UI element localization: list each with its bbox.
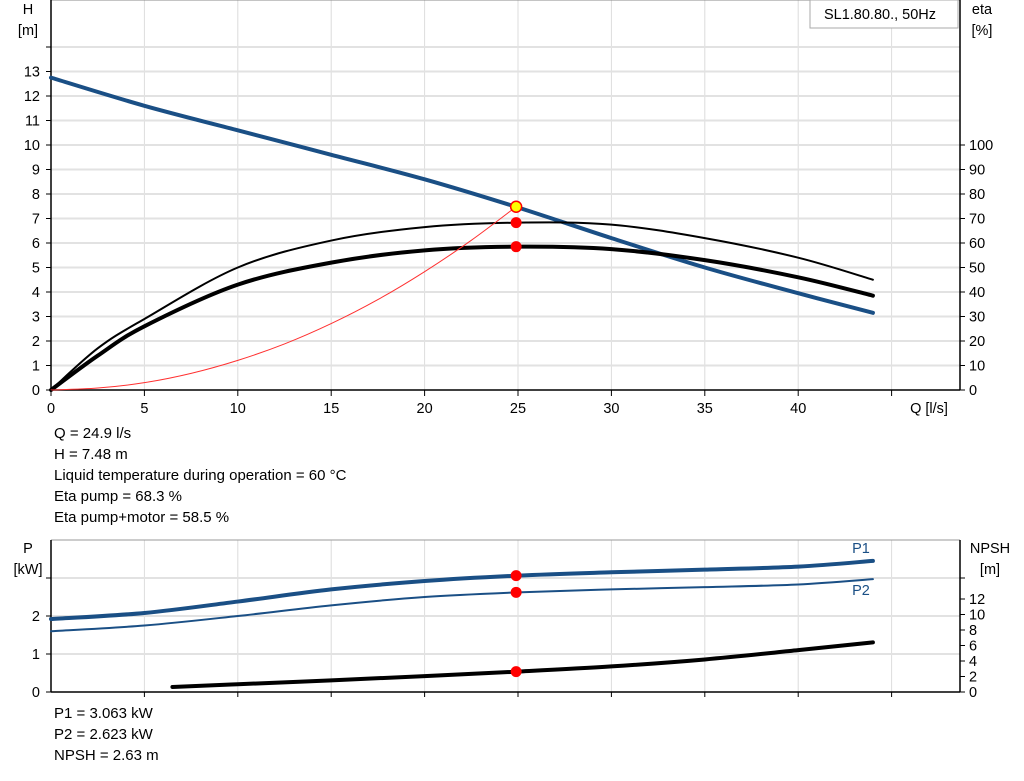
info-h: H = 7.48 m [54, 446, 128, 463]
y-tick-label-right: 10 [969, 608, 985, 624]
y-tick-label-right: 20 [969, 334, 985, 350]
y-tick-label-right: 4 [969, 654, 977, 670]
y-tick-label-left: 5 [32, 261, 40, 277]
y-axis-label-right: [%] [972, 23, 993, 39]
series-label-p1: P1 [852, 541, 870, 557]
y-tick-label-left: 8 [32, 187, 40, 203]
y-tick-label-right: 70 [969, 212, 985, 228]
info-eta-pump-motor: Eta pump+motor = 58.5 % [54, 509, 230, 526]
series-npsh [170, 640, 875, 689]
operating-point-eta-pump [510, 217, 522, 229]
y-tick-label-right: 90 [969, 163, 985, 179]
x-tick-label: 35 [697, 401, 713, 417]
series-eta-pump [50, 221, 874, 391]
y-tick-label-left: 6 [32, 236, 40, 252]
y-tick-label-right: 80 [969, 187, 985, 203]
y-axis-label-right: [m] [980, 562, 1000, 578]
y-tick-label-left: 3 [32, 310, 40, 326]
y-tick-label-left: 9 [32, 163, 40, 179]
y-axis-label-right: NPSH [970, 541, 1010, 557]
y-tick-label-right: 0 [969, 383, 977, 399]
x-tick-label: 40 [790, 401, 806, 417]
operating-point-eta-pump-motor [510, 241, 522, 253]
x-tick-label: 15 [323, 401, 339, 417]
info-npsh: NPSH = 2.63 m [54, 747, 159, 764]
series-eta-pump-motor [49, 244, 875, 392]
y-tick-label-right: 40 [969, 285, 985, 301]
y-tick-label-right: 10 [969, 359, 985, 375]
series-p2 [50, 578, 874, 633]
x-tick-label: 30 [603, 401, 619, 417]
info-q: Q = 24.9 l/s [54, 425, 132, 442]
info-eta-pump: Eta pump = 68.3 % [54, 488, 182, 505]
y-tick-label-right: 8 [969, 623, 977, 639]
y-tick-label-right: 0 [969, 685, 977, 701]
y-tick-label-left: 10 [24, 138, 40, 154]
y-axis-label-left: H [23, 2, 33, 18]
series-head [49, 75, 875, 315]
model-label-box [809, 0, 959, 29]
y-tick-label-left: 0 [32, 685, 40, 701]
y-tick-label-left: 4 [32, 285, 40, 301]
info-temperature: Liquid temperature during operation = 60… [54, 467, 347, 484]
y-tick-label-left: 2 [32, 334, 40, 350]
y-tick-label-right: 6 [969, 639, 977, 655]
x-tick-label: 25 [510, 401, 526, 417]
info-p2: P2 = 2.623 kW [54, 726, 153, 743]
y-tick-label-right: 30 [969, 310, 985, 326]
y-tick-label-right: 2 [969, 670, 977, 686]
operating-point-npsh [510, 666, 522, 678]
info-top: Q = 24.9 l/s H = 7.48 m Liquid temperatu… [54, 423, 346, 528]
y-axis-label-right: eta [972, 2, 993, 18]
x-axis-label: Q [l/s] [910, 401, 948, 417]
y-tick-label-left: 7 [32, 212, 40, 228]
y-axis-label-left: [m] [18, 23, 38, 39]
x-tick-label: 20 [417, 401, 433, 417]
y-tick-label-right: 50 [969, 261, 985, 277]
model-label: SL1.80.80., 50Hz [824, 7, 936, 23]
y-tick-label-left: 11 [25, 114, 40, 130]
y-tick-label-left: 13 [24, 65, 40, 81]
y-tick-label-right: 12 [969, 592, 985, 608]
x-tick-label: 0 [47, 401, 55, 417]
operating-point-duty [509, 200, 523, 213]
series-p1 [49, 558, 875, 622]
operating-point-p1 [510, 570, 522, 582]
series-label-p2: P2 [852, 583, 870, 599]
info-bottom: P1 = 3.063 kW P2 = 2.623 kW NPSH = 2.63 … [54, 703, 159, 766]
y-axis-label-left: [kW] [14, 562, 43, 578]
y-tick-label-right: 100 [969, 138, 993, 154]
y-tick-label-left: 12 [24, 89, 40, 105]
y-tick-label-left: 1 [32, 647, 40, 663]
y-tick-label-left: 0 [32, 383, 40, 399]
series-system-curve [50, 206, 517, 391]
y-tick-label-right: 60 [969, 236, 985, 252]
x-tick-label: 5 [140, 401, 148, 417]
y-tick-label-left: 1 [32, 359, 40, 375]
y-tick-label-left: 2 [32, 609, 40, 625]
y-axis-label-left: P [23, 541, 33, 557]
info-p1: P1 = 3.063 kW [54, 705, 153, 722]
operating-point-p2 [510, 586, 522, 598]
x-tick-label: 10 [230, 401, 246, 417]
